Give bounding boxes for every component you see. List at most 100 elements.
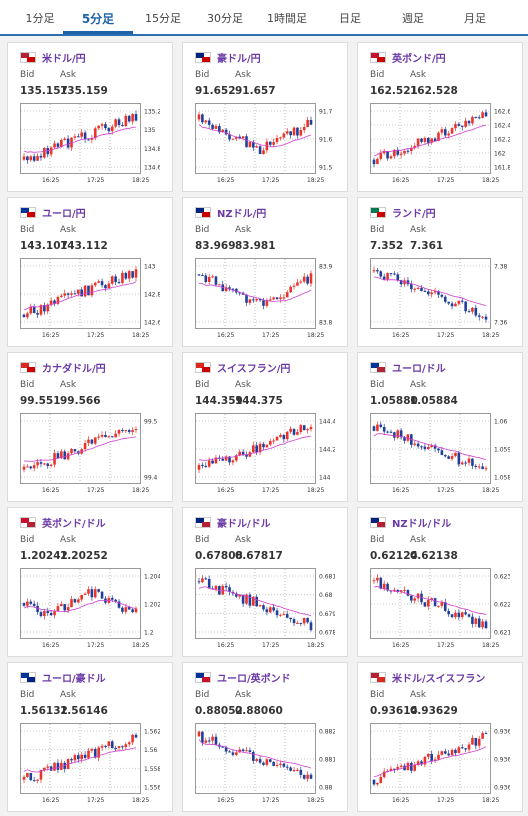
candle-body: [262, 150, 265, 155]
y-tick-label: 0.623: [494, 574, 510, 581]
rate-card[interactable]: ユーロ/英ポンド Bid Ask 0.88052 0.88060 0.882 0.881 0.…: [182, 662, 348, 812]
currency-pair-label[interactable]: ユーロ/豪ドル: [42, 673, 106, 685]
card-header: ランド/円: [370, 204, 436, 220]
tab-2[interactable]: 15分足: [145, 12, 181, 25]
candle-body: [372, 270, 376, 272]
currency-pair-label[interactable]: ユーロ/円: [42, 208, 86, 220]
candle-body: [90, 138, 94, 140]
rate-card[interactable]: カナダドル/円 Bid Ask 99.551 99.566 99.5 99.4 16:25 17…: [7, 352, 173, 502]
candle-body: [282, 434, 286, 440]
candle-body: [93, 749, 97, 758]
x-tick-label: 16:25: [42, 487, 59, 494]
y-tick-label: 0.936: [494, 729, 510, 736]
currency-pair-label[interactable]: 英ポンド/円: [392, 53, 446, 65]
rate-card[interactable]: 米ドル/円 Bid Ask 135.157 135.159 135.2 135 134.8 13…: [7, 42, 173, 192]
candle-body: [265, 299, 269, 306]
candle-body: [131, 734, 134, 743]
candle-body: [464, 612, 467, 615]
candle-body: [104, 285, 107, 289]
currency-pair-label[interactable]: 豪ドル/円: [217, 53, 261, 65]
rate-card[interactable]: 米ドル/スイスフラン Bid Ask 0.93614 0.93629 0.936 0.936…: [357, 662, 523, 812]
candle-body: [235, 752, 238, 755]
currency-pair-label[interactable]: 米ドル/円: [42, 53, 86, 65]
tab-7[interactable]: 月足: [464, 12, 486, 25]
candle-body: [440, 450, 444, 456]
candle-body: [467, 120, 471, 124]
candle-body: [386, 151, 389, 159]
candle-body: [450, 456, 454, 459]
rate-card[interactable]: NZドル/ドル Bid Ask 0.62124 0.62138 0.623 0.622 0.6…: [357, 507, 523, 657]
candle-body: [289, 767, 292, 771]
currency-pair-label[interactable]: カナダドル/円: [42, 363, 106, 375]
candle-body: [420, 446, 423, 448]
card-header: 豪ドル/円: [195, 49, 261, 65]
tab-6[interactable]: 週足: [402, 12, 424, 25]
currency-pair-label[interactable]: 豪ドル/ドル: [217, 518, 271, 530]
ask-value: 1.05884: [410, 395, 458, 407]
currency-pair-label[interactable]: ユーロ/英ポンド: [217, 673, 291, 685]
x-tick-label: 16:25: [392, 642, 409, 649]
tab-5[interactable]: 日足: [339, 12, 361, 25]
candle-body: [440, 294, 444, 297]
tab-0[interactable]: 1分足: [25, 12, 55, 25]
candle-body: [382, 427, 386, 432]
tab-1[interactable]: 5分足: [63, 0, 133, 34]
currency-pair-label[interactable]: ランド/円: [392, 208, 436, 220]
currency-pair-label[interactable]: ユーロ/ドル: [392, 363, 446, 375]
currency-pair-label[interactable]: NZドル/ドル: [392, 518, 452, 530]
currency-pair-label[interactable]: 米ドル/スイスフラン: [392, 673, 486, 685]
rate-card[interactable]: 豪ドル/ドル Bid Ask 0.67808 0.67817 0.681 0.68 0.679…: [182, 507, 348, 657]
currency-flag-icon: [370, 361, 386, 373]
currency-pair-label[interactable]: スイスフラン/円: [217, 363, 291, 375]
rate-card[interactable]: 英ポンド/円 Bid Ask 162.521 162.528 162.6 162.4 162.…: [357, 42, 523, 192]
tab-4[interactable]: 1時間足: [267, 12, 307, 25]
candle-body: [22, 603, 26, 606]
candle-body: [403, 437, 406, 441]
candle-body: [235, 455, 238, 461]
rate-card[interactable]: ユーロ/豪ドル Bid Ask 1.56132 1.56146 1.562 1.56 1.55…: [7, 662, 173, 812]
currency-pair-label[interactable]: NZドル/円: [217, 208, 267, 220]
candle-body: [77, 599, 80, 603]
candle-body: [454, 124, 457, 129]
candle-body: [379, 424, 383, 428]
candle-body: [423, 290, 427, 292]
candle-body: [224, 129, 228, 135]
rate-card[interactable]: NZドル/円 Bid Ask 83.969 83.981 83.9 83.8 16:25 17:…: [182, 197, 348, 347]
candle-body: [420, 287, 423, 291]
candle-body: [306, 276, 309, 284]
y-tick-label: 1.202: [144, 602, 160, 609]
candle-body: [83, 443, 87, 450]
candle-body: [302, 617, 306, 624]
candle-body: [97, 436, 100, 438]
rate-card[interactable]: ランド/円 Bid Ask 7.352 7.361 7.38 7.36 16:25 17:25 1…: [357, 197, 523, 347]
currency-pair-label[interactable]: 英ポンド/ドル: [42, 518, 106, 530]
rate-card[interactable]: ユーロ/ドル Bid Ask 1.05880 1.05884 1.06 1.059 1.058…: [357, 352, 523, 502]
candle-body: [460, 125, 464, 127]
ask-value: 135.159: [60, 85, 108, 97]
tab-3[interactable]: 30分足: [207, 12, 243, 25]
x-tick-label: 16:25: [392, 177, 409, 184]
y-tick-label: 0.622: [494, 602, 510, 609]
candlestick-chart: 0.681 0.68 0.679 0.678 16:25 17:25 18:25: [195, 568, 335, 649]
candle-body: [124, 430, 128, 432]
rate-card[interactable]: 豪ドル/円 Bid Ask 91.652 91.657 91.7 91.6 91.5 16:25…: [182, 42, 348, 192]
candle-body: [376, 270, 379, 272]
x-tick-label: 17:25: [87, 797, 104, 804]
rate-card[interactable]: ユーロ/円 Bid Ask 143.107 143.112 143 142.8 142.6 16…: [7, 197, 173, 347]
candle-body: [272, 607, 275, 611]
candle-body: [285, 131, 289, 134]
rate-card[interactable]: スイスフラン/円 Bid Ask 144.359 144.375 144.4 144.2 14…: [182, 352, 348, 502]
candle-body: [114, 119, 117, 127]
candle-body: [46, 766, 50, 768]
card-header: ユーロ/豪ドル: [20, 669, 106, 685]
candle-body: [252, 141, 255, 148]
ask-label: Ask: [60, 535, 77, 545]
candle-body: [471, 737, 474, 745]
candle-body: [416, 287, 420, 289]
candle-body: [201, 114, 204, 123]
candle-body: [211, 736, 214, 741]
candle-body: [464, 301, 467, 312]
rate-card[interactable]: 英ポンド/ドル Bid Ask 1.20242 1.20252 1.204 1.202 1.2…: [7, 507, 173, 657]
candle-body: [484, 621, 488, 629]
bid-value: 83.969: [195, 240, 236, 252]
